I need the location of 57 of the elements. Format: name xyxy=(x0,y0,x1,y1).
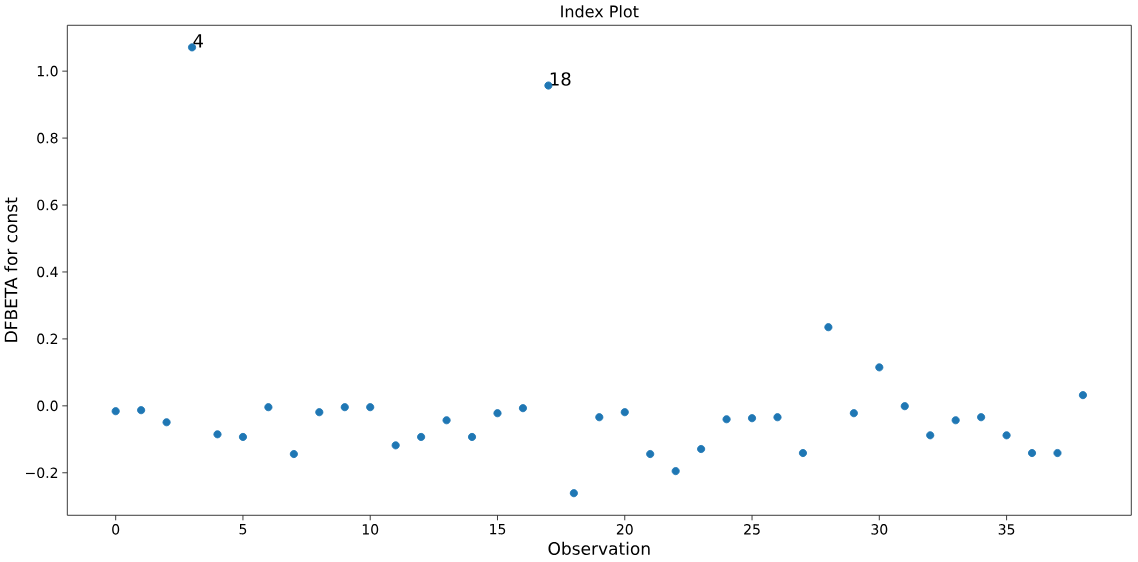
point xyxy=(951,416,960,425)
point xyxy=(798,448,807,458)
point xyxy=(467,432,477,442)
x-axis-title: Observation xyxy=(548,541,650,555)
point xyxy=(875,363,884,372)
x-tick-label: 5 xyxy=(239,524,247,535)
point xyxy=(518,404,527,413)
point xyxy=(977,413,986,422)
point xyxy=(773,413,782,422)
point xyxy=(926,431,935,440)
point xyxy=(264,403,273,412)
point xyxy=(646,449,655,459)
annotation: 4 xyxy=(193,34,203,48)
point xyxy=(1027,448,1037,458)
point xyxy=(417,432,426,442)
point xyxy=(315,408,324,417)
point xyxy=(289,449,298,459)
y-tick-label: 0.4 xyxy=(37,266,58,278)
x-tick-label: 15 xyxy=(490,524,506,535)
point xyxy=(442,416,451,425)
point xyxy=(849,409,858,418)
y-tick-label: 0.6 xyxy=(37,199,58,211)
x-tick-label: 30 xyxy=(871,524,888,535)
point xyxy=(137,406,146,415)
point xyxy=(620,408,629,417)
point xyxy=(213,430,222,439)
y-axis-title: DFBETA for const xyxy=(4,197,18,342)
point xyxy=(900,402,909,411)
point xyxy=(595,413,604,422)
x-tick-label: 20 xyxy=(616,524,633,535)
y-tick-label: 1.0 xyxy=(37,65,58,77)
annotation: 18 xyxy=(550,72,571,86)
point xyxy=(111,407,120,416)
x-tick-label: 0 xyxy=(112,524,120,535)
point xyxy=(1002,431,1011,440)
x-tick-label: 10 xyxy=(362,524,379,535)
point xyxy=(722,415,731,424)
point xyxy=(697,444,706,454)
point xyxy=(1053,448,1062,458)
point xyxy=(824,323,833,332)
y-tick-label: −0.2 xyxy=(26,467,58,479)
point xyxy=(1078,391,1087,400)
point xyxy=(391,441,400,450)
point xyxy=(366,403,375,412)
y-tick-label: 0.0 xyxy=(37,400,58,412)
y-tick-label: 0.8 xyxy=(37,132,58,144)
point xyxy=(162,418,171,427)
point xyxy=(569,489,578,498)
point xyxy=(238,432,247,442)
y-tick-label: 0.2 xyxy=(37,333,58,345)
point xyxy=(747,414,757,423)
point xyxy=(671,467,680,476)
x-tick-label: 25 xyxy=(744,524,760,535)
chart-title: Index Plot xyxy=(561,5,639,18)
point xyxy=(340,403,349,412)
x-tick-label: 35 xyxy=(998,524,1015,535)
point xyxy=(493,409,502,418)
